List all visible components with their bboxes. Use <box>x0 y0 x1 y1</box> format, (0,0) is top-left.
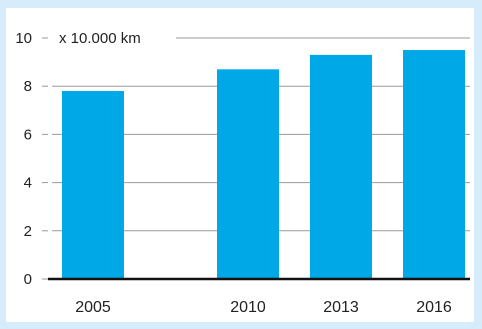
y-tick-label: 0 <box>24 271 32 288</box>
axes <box>42 37 470 281</box>
unit-label: x 10.000 km <box>59 30 141 47</box>
labels: 0 2 4 6 8 10 x 10.000 km 2005 2010 2013 2016 <box>15 30 452 316</box>
bar-2005 <box>62 91 124 280</box>
x-category-label: 2016 <box>416 299 452 316</box>
x-category-label: 2013 <box>323 299 359 316</box>
y-tick-label: 10 <box>15 30 32 47</box>
y-tick-label: 8 <box>24 78 32 95</box>
bar-2016 <box>403 50 465 279</box>
x-category-label: 2010 <box>230 299 266 316</box>
bars <box>62 50 465 280</box>
bar-2013 <box>310 54 372 280</box>
y-tick-label: 4 <box>24 175 32 192</box>
x-category-label: 2005 <box>75 299 111 316</box>
y-tick-label: 6 <box>24 126 32 143</box>
y-tick-label: 2 <box>24 223 32 240</box>
bar-2010 <box>217 69 279 279</box>
